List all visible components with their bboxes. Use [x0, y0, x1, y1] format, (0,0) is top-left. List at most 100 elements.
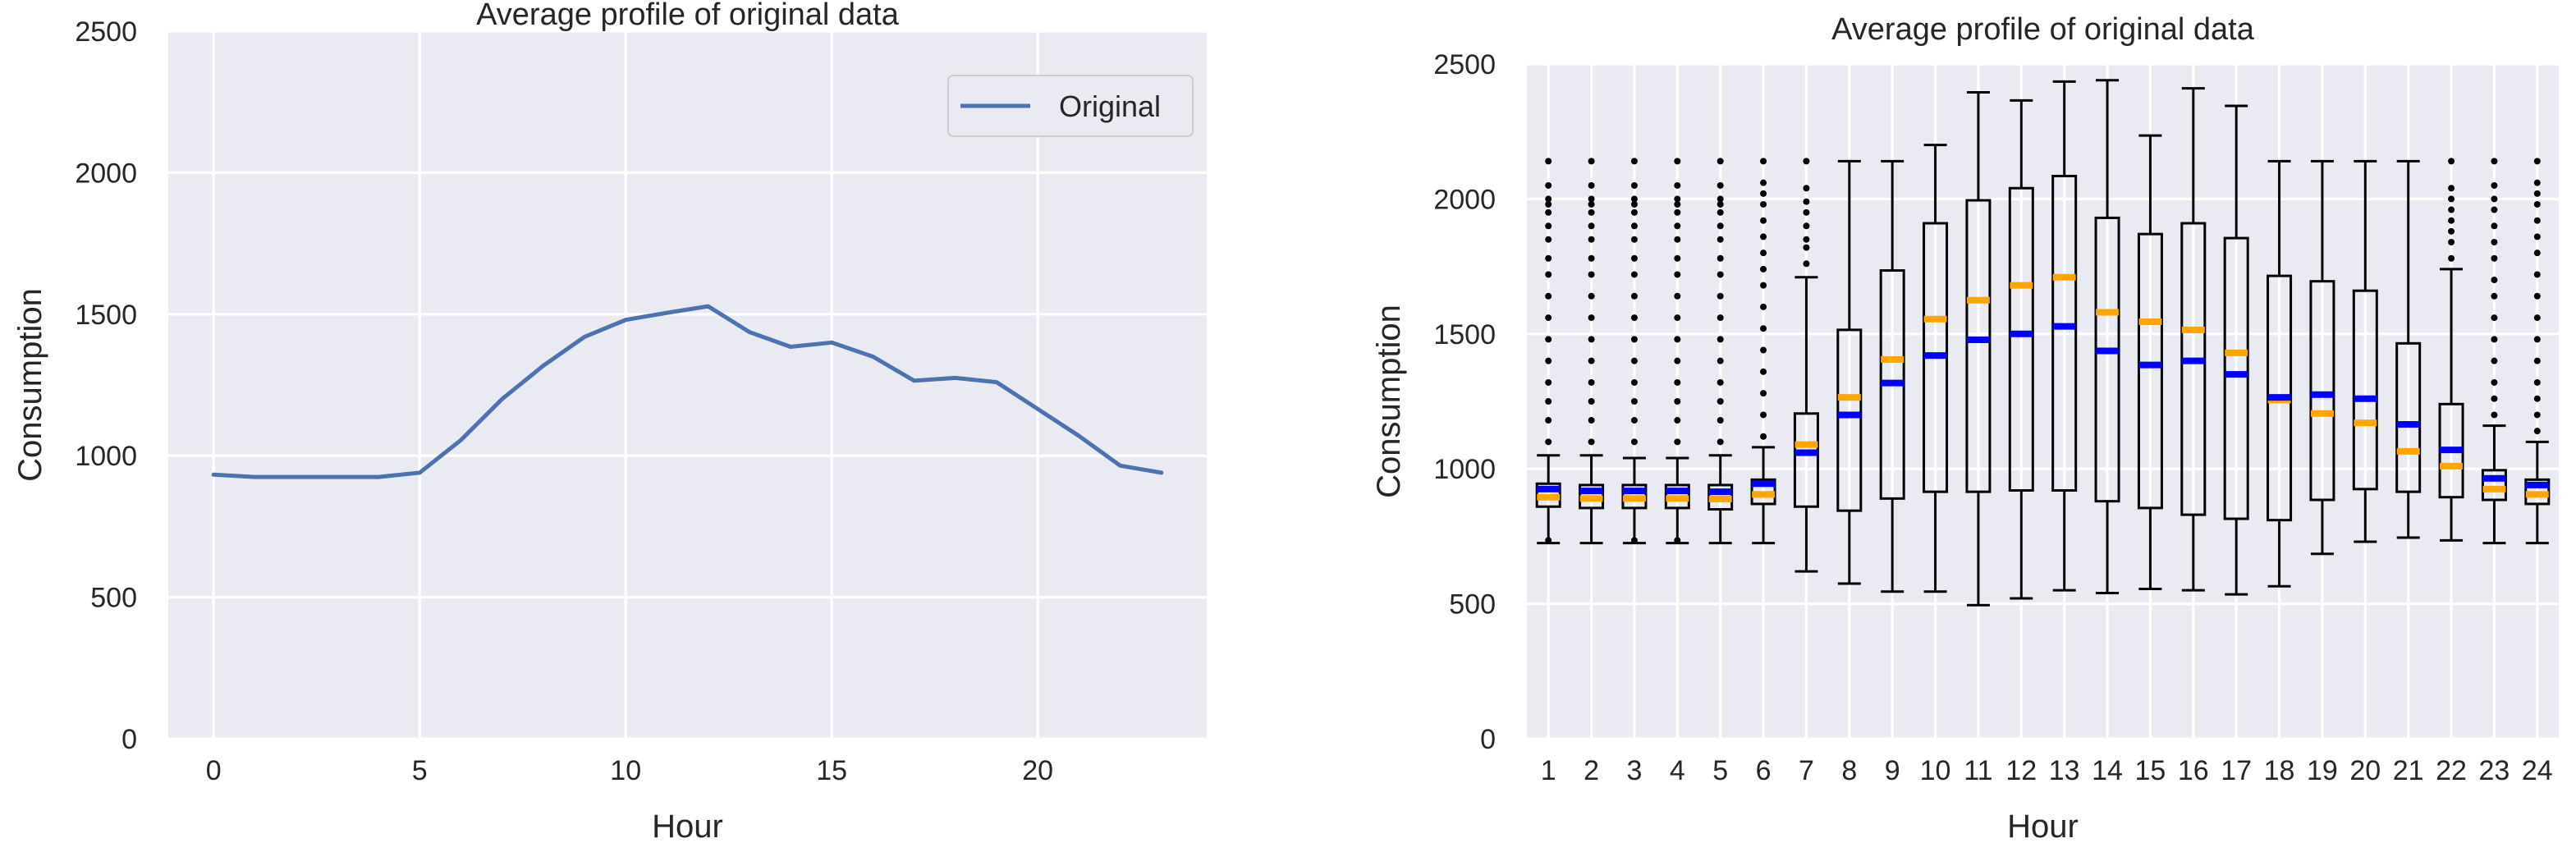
outlier-point [1803, 198, 1810, 205]
outlier-point [1760, 411, 1767, 419]
box-hour-20 [2352, 159, 2378, 543]
outlier-point [1760, 265, 1767, 273]
outlier-point [1674, 417, 1681, 424]
box-hour-1 [1535, 158, 1561, 545]
outlier-point [2533, 314, 2541, 322]
left-y-tick-label: 2000 [75, 158, 137, 189]
outlier-point [1630, 181, 1638, 189]
outlier-point [1545, 357, 1552, 364]
outlier-point [1674, 314, 1681, 322]
left-y-tick-label: 1500 [75, 300, 137, 331]
right-x-tick-label: 23 [2479, 755, 2510, 786]
outlier-point [1674, 236, 1681, 243]
outlier-point [1717, 438, 1724, 446]
outlier-point [2533, 428, 2541, 435]
outlier-point [2533, 378, 2541, 386]
outlier-point [1545, 336, 1552, 343]
box-hour-8 [1836, 159, 1863, 585]
box-hour-17 [2223, 104, 2249, 596]
outlier-point [1717, 195, 1724, 203]
outlier-point [1588, 417, 1595, 424]
right-x-tick-label: 18 [2264, 755, 2295, 786]
right-y-tick-label: 2500 [1433, 49, 1496, 80]
outlier-point [1545, 181, 1552, 189]
outlier-point [1717, 357, 1724, 364]
right-y-tick-label: 2000 [1433, 184, 1496, 215]
outlier-point [2533, 395, 2541, 402]
legend: Original [947, 75, 1194, 137]
outlier-point [2533, 158, 2541, 165]
outlier-point [2448, 185, 2455, 192]
outlier-point [1588, 336, 1595, 343]
outlier-point [1674, 158, 1681, 165]
outlier-point [1674, 357, 1681, 364]
outlier-point [1674, 438, 1681, 446]
right-y-axis-label: Consumption [1371, 305, 1407, 498]
outlier-point [1588, 314, 1595, 322]
outlier-point [2533, 190, 2541, 197]
outlier-point [1588, 271, 1595, 278]
outlier-point [1760, 158, 1767, 165]
outlier-point [1630, 378, 1638, 386]
outlier-point [1760, 200, 1767, 208]
right-x-tick-label: 14 [2092, 755, 2123, 786]
outlier-point [1674, 271, 1681, 278]
outlier-point [1630, 537, 1638, 544]
outlier-point [1717, 271, 1724, 278]
outlier-point [1717, 200, 1724, 208]
box-hour-22 [2438, 158, 2464, 542]
outlier-point [2533, 179, 2541, 186]
outlier-point [1588, 438, 1595, 446]
outlier-point [1717, 398, 1724, 405]
outlier-point [2448, 206, 2455, 213]
right-x-tick-label: 6 [1756, 755, 1772, 786]
outlier-point [1760, 325, 1767, 332]
box-body [2352, 289, 2378, 491]
box-hour-24 [2524, 158, 2551, 545]
outlier-point [2448, 239, 2455, 246]
outlier-point [1674, 336, 1681, 343]
right-x-tick-label: 24 [2522, 755, 2553, 786]
box-hour-23 [2481, 158, 2507, 545]
outlier-point [1717, 236, 1724, 243]
box-body [2008, 186, 2034, 492]
right-plot-background [1527, 64, 2559, 739]
box-body [2094, 216, 2120, 503]
outlier-point [2491, 158, 2498, 165]
box-hour-3 [1621, 158, 1648, 545]
outlier-point [1760, 190, 1767, 197]
right-y-tick-label: 1000 [1433, 454, 1496, 485]
outlier-point [1717, 417, 1724, 424]
right-x-tick-label: 21 [2393, 755, 2424, 786]
outlier-point [1760, 217, 1767, 224]
outlier-point [1588, 158, 1595, 165]
outlier-point [2491, 222, 2498, 230]
box-hour-21 [2395, 159, 2422, 539]
outlier-point [2491, 254, 2498, 262]
outlier-point [1674, 254, 1681, 262]
left-tick-labels: 0 500 1000 1500 2000 2500 0 5 10 15 20 [75, 16, 1053, 786]
outlier-point [1760, 346, 1767, 354]
outlier-point [1545, 292, 1552, 300]
outlier-point [1588, 200, 1595, 208]
outlier-point [2533, 217, 2541, 224]
outlier-point [1674, 181, 1681, 189]
outlier-point [1760, 433, 1767, 440]
outlier-point [1630, 314, 1638, 322]
outlier-point [1545, 222, 1552, 230]
box-hour-11 [1965, 91, 1992, 607]
outlier-point [1588, 208, 1595, 216]
box-hour-6 [1750, 158, 1776, 545]
box-hour-15 [2137, 134, 2163, 591]
outlier-point [1630, 398, 1638, 405]
outlier-point [2491, 206, 2498, 213]
right-x-tick-label: 13 [2049, 755, 2080, 786]
outlier-point [2448, 254, 2455, 262]
outlier-point [1588, 195, 1595, 203]
box-hour-16 [2180, 87, 2207, 592]
outlier-point [1674, 195, 1681, 203]
outlier-point [1545, 537, 1552, 544]
outlier-point [2533, 200, 2541, 208]
